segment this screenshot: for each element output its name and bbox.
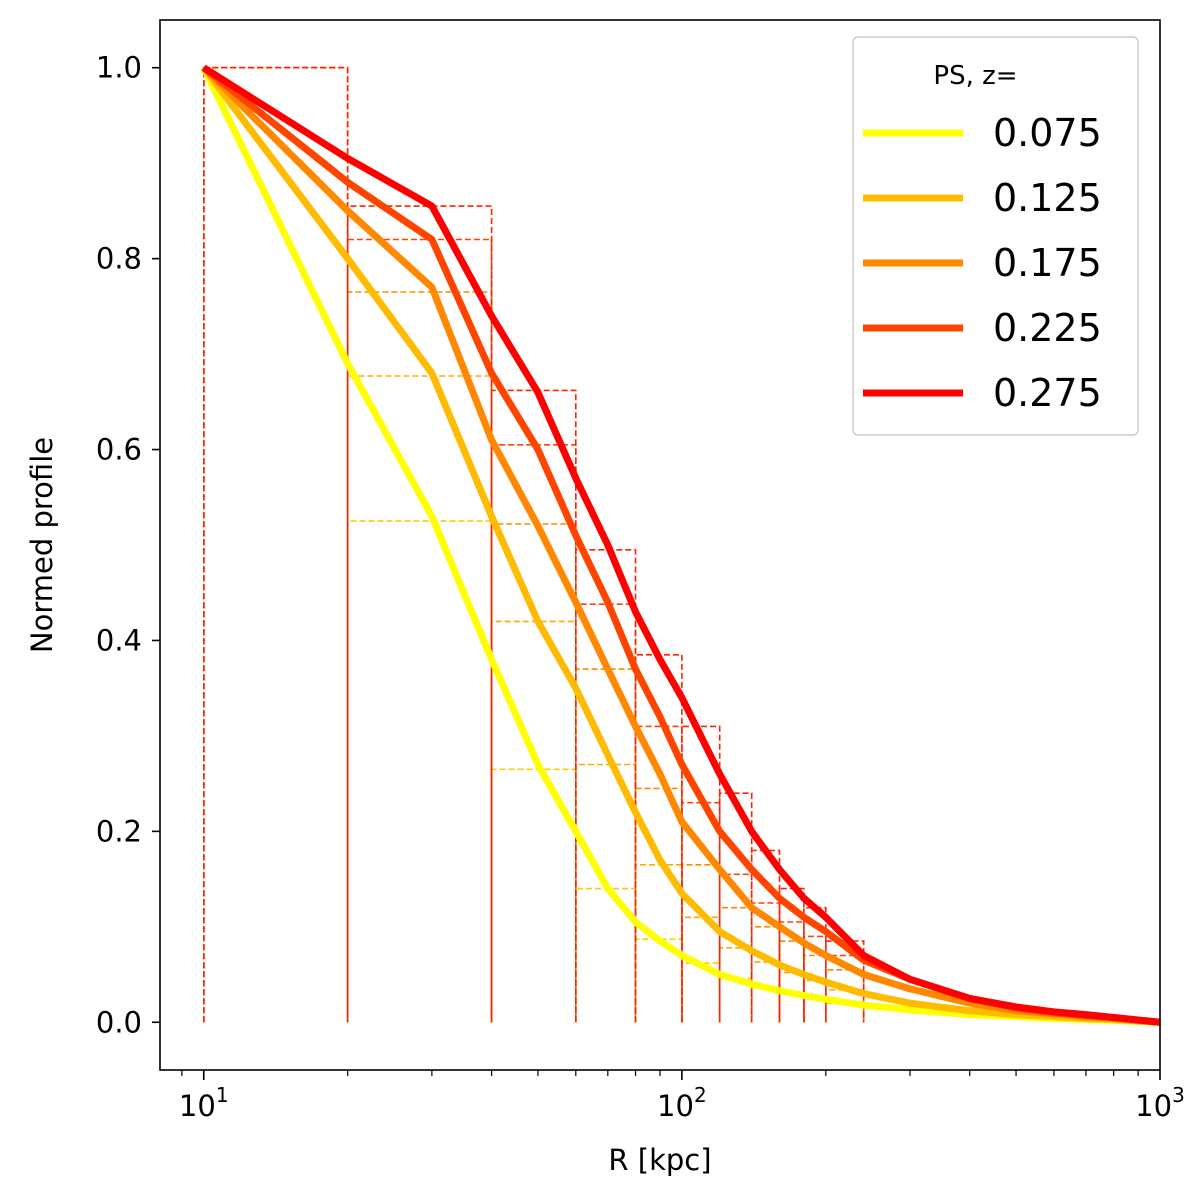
y-tick-label: 0.6 xyxy=(96,433,142,467)
legend-title: PS, z= xyxy=(933,61,1017,91)
legend-label-0.225: 0.225 xyxy=(993,306,1102,350)
y-tick-label: 0.4 xyxy=(96,623,142,657)
y-tick-label: 0.0 xyxy=(96,1005,142,1039)
x-axis-label: R [kpc] xyxy=(608,1143,711,1177)
ticks-layer: 0.0 0.2 0.4 0.6 0.8 1.0 101 102 103 xyxy=(96,51,1185,1123)
y-tick-label: 0.2 xyxy=(96,814,142,848)
series-line-0.275 xyxy=(201,64,1160,1026)
legend-label-0.125: 0.125 xyxy=(993,176,1102,220)
y-tick-label: 1.0 xyxy=(96,51,142,85)
series-lines-layer xyxy=(200,64,1160,1026)
x-tick-label: 101 xyxy=(179,1083,229,1123)
x-tick-label: 103 xyxy=(1135,1083,1185,1123)
y-axis-label: Normed profile xyxy=(25,437,59,653)
legend: PS, z= 0.075 0.125 0.175 0.225 0.275 xyxy=(852,36,1139,436)
legend-label-0.075: 0.075 xyxy=(993,111,1102,155)
legend-label-0.275: 0.275 xyxy=(993,371,1102,415)
legend-entries: 0.075 0.125 0.175 0.225 0.275 xyxy=(863,111,1102,415)
y-tick-label: 0.8 xyxy=(96,242,142,276)
x-tick-label: 102 xyxy=(657,1083,707,1123)
legend-label-0.175: 0.175 xyxy=(993,241,1102,285)
